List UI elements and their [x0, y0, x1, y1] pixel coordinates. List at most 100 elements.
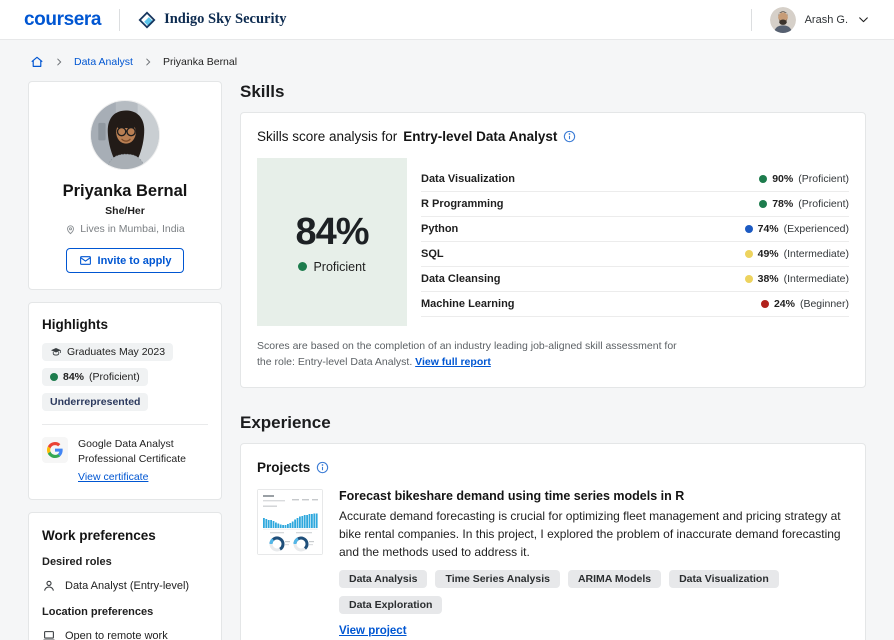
user-avatar: [769, 6, 796, 33]
skill-name: Python: [421, 223, 459, 235]
view-project-link[interactable]: View project: [339, 624, 407, 637]
view-full-report-link[interactable]: View full report: [415, 355, 491, 368]
user-menu[interactable]: Arash G.: [769, 6, 870, 33]
header-divider-right: [750, 8, 752, 31]
skill-level: (Proficient): [798, 173, 849, 185]
chevron-down-icon: [857, 13, 870, 26]
skill-row: SQL 49% (Intermediate): [421, 242, 849, 267]
work-preferences-card: Work preferences Desired roles Data Anal…: [28, 512, 222, 640]
location-preferences-label: Location preferences: [42, 606, 154, 619]
breadcrumb: Data Analyst Priyanka Bernal: [30, 55, 894, 69]
invite-to-apply-label: Invite to apply: [97, 254, 172, 267]
desired-role-row: Data Analyst (Entry-level): [42, 579, 208, 593]
score-dot: [50, 373, 58, 381]
badge-score-pct: 84%: [63, 371, 85, 383]
left-sidebar: Priyanka Bernal She/Her Lives in Mumbai,…: [28, 81, 222, 640]
graduation-cap-icon: [50, 346, 62, 358]
skill-level: (Intermediate): [783, 273, 849, 285]
skill-row: Machine Learning 24% (Beginner): [421, 292, 849, 317]
info-icon[interactable]: [316, 461, 329, 474]
project-tag: Data Visualization: [669, 569, 779, 588]
skill-percent: 74%: [757, 223, 779, 235]
skills-card-title-prefix: Skills score analysis for: [257, 129, 398, 144]
projects-title: Projects: [257, 459, 311, 475]
overall-score: 84%: [295, 210, 369, 253]
highlights-divider: [42, 424, 208, 425]
badge-score: 84% (Proficient): [42, 368, 148, 386]
skill-dot: [744, 275, 753, 283]
project-description: Accurate demand forecasting is crucial f…: [339, 508, 841, 559]
google-logo-icon: [42, 437, 68, 463]
skill-percent: 24%: [773, 298, 795, 310]
skills-footnote: Scores are based on the completion of an…: [257, 339, 689, 371]
skill-name: Data Cleansing: [421, 273, 501, 285]
skills-section-title: Skills: [240, 82, 285, 101]
skill-row: Python 74% (Experienced): [421, 217, 849, 242]
top-header: coursera Indigo Sky Security Arash G.: [0, 0, 894, 40]
experience-section-title: Experience: [240, 412, 331, 432]
breadcrumb-separator-icon: [54, 57, 64, 67]
skills-card-title-role: Entry-level Data Analyst: [403, 129, 558, 144]
coursera-logo[interactable]: coursera: [24, 8, 102, 30]
header-divider: [119, 8, 121, 31]
candidate-name: Priyanka Bernal: [62, 182, 188, 200]
skill-row: Data Visualization 90% (Proficient): [421, 167, 849, 192]
desired-roles-label: Desired roles: [42, 556, 112, 569]
skill-name: SQL: [421, 248, 444, 260]
skill-level: (Proficient): [798, 198, 849, 210]
skill-level: (Beginner): [799, 298, 849, 310]
view-certificate-link[interactable]: View certificate: [78, 471, 149, 484]
breadcrumb-current: Priyanka Bernal: [162, 56, 238, 68]
skill-row: R Programming 78% (Proficient): [421, 192, 849, 217]
location-pin-icon: [65, 224, 76, 235]
overall-score-dot: [298, 262, 308, 271]
project-tag: Data Analysis: [339, 569, 428, 588]
remote-work-value: Open to remote work: [65, 630, 168, 640]
project-tag: Data Exploration: [339, 595, 443, 614]
skill-percent: 78%: [772, 198, 794, 210]
overall-score-panel: 84% Proficient: [257, 158, 407, 326]
profile-photo: [90, 100, 160, 170]
badge-graduates: Graduates May 2023: [42, 343, 174, 361]
skill-dot: [760, 300, 769, 308]
skills-footnote-text: Scores are based on the completion of an…: [257, 340, 677, 368]
profile-card: Priyanka Bernal She/Her Lives in Mumbai,…: [28, 81, 222, 290]
skill-percent: 49%: [757, 248, 779, 260]
project-thumbnail[interactable]: [257, 488, 323, 555]
skill-name: Machine Learning: [421, 298, 515, 310]
skill-level: (Experienced): [783, 223, 849, 235]
work-preferences-title: Work preferences: [42, 528, 156, 544]
skill-row: Data Cleansing 38% (Intermediate): [421, 267, 849, 292]
invite-to-apply-button[interactable]: Invite to apply: [65, 248, 185, 273]
org-name: Indigo Sky Security: [164, 11, 287, 27]
home-icon[interactable]: [30, 55, 44, 69]
skill-percent: 38%: [757, 273, 779, 285]
project-item: Forecast bikeshare demand using time ser…: [257, 488, 849, 640]
breadcrumb-link-data-analyst[interactable]: Data Analyst: [74, 56, 133, 68]
org-brand: Indigo Sky Security: [138, 11, 287, 29]
skill-list: Data Visualization 90% (Proficient) R Pr…: [421, 158, 849, 326]
highlights-card: Highlights Graduates May 2023 84% (Profi…: [28, 302, 222, 501]
project-tag: Time Series Analysis: [435, 569, 560, 588]
candidate-pronouns: She/Her: [105, 205, 145, 217]
skill-dot: [744, 250, 753, 258]
overall-score-level: Proficient: [313, 259, 366, 274]
skill-dot: [759, 200, 768, 208]
project-title: Forecast bikeshare demand using time ser…: [339, 488, 685, 503]
project-tag: ARIMA Models: [567, 569, 662, 588]
highlights-title: Highlights: [42, 317, 108, 332]
mail-icon: [79, 254, 92, 267]
remote-work-row: Open to remote work: [42, 629, 208, 640]
skill-percent: 90%: [772, 173, 794, 185]
info-icon[interactable]: [563, 130, 576, 143]
skill-dot: [759, 175, 768, 183]
laptop-icon: [42, 629, 56, 640]
skill-level: (Intermediate): [783, 248, 849, 260]
main-content: Skills Skills score analysis for Entry-l…: [240, 81, 866, 640]
project-tags: Data Analysis Time Series Analysis ARIMA M…: [339, 569, 849, 614]
certificate-name: Google Data Analyst Professional Certifi…: [78, 438, 186, 465]
skills-card: Skills score analysis for Entry-level Da…: [240, 112, 866, 388]
skill-name: R Programming: [421, 198, 504, 210]
person-icon: [42, 579, 56, 593]
badge-score-level: (Proficient): [89, 371, 140, 383]
